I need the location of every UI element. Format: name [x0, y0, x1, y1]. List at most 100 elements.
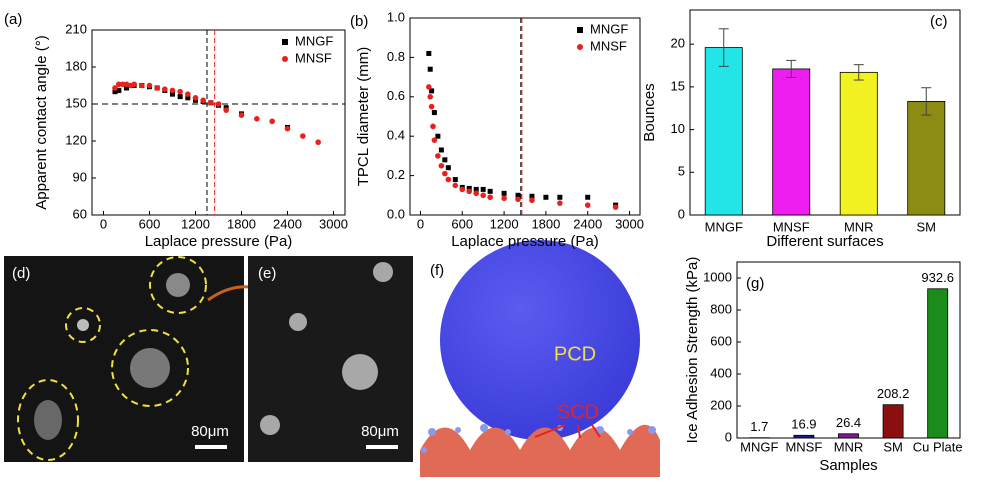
- point: [428, 67, 433, 72]
- y-tick-label: 0.2: [387, 167, 405, 182]
- point: [131, 81, 137, 87]
- point: [442, 157, 447, 162]
- point: [453, 183, 459, 189]
- y-tick-label: 600: [710, 333, 732, 348]
- scale-bar-label: 80μm: [191, 423, 229, 440]
- y-axis-label: TPCL diameter (mm): [355, 47, 372, 186]
- x-tick-label: 1800: [227, 216, 256, 231]
- panel-label: (d): [12, 265, 30, 282]
- x-tick-label: MNR: [844, 219, 874, 234]
- x-tick-label: 2400: [573, 216, 602, 231]
- figure: (d) 80μm (e) 80μm (f) PCD SCD 6090120150…: [0, 0, 982, 477]
- x-tick-label: 1200: [181, 216, 210, 231]
- bar: [773, 69, 810, 215]
- bar: [838, 434, 858, 438]
- point: [501, 195, 507, 201]
- point: [557, 200, 563, 206]
- x-tick-label: SM: [883, 439, 903, 454]
- y-tick-label: 0.6: [387, 88, 405, 103]
- point: [430, 124, 436, 130]
- point: [515, 196, 521, 202]
- panel-label: (a): [4, 11, 22, 28]
- y-tick-label: 120: [65, 132, 87, 147]
- point: [139, 83, 145, 89]
- droplet: [440, 240, 640, 440]
- x-tick-label: 0: [417, 216, 424, 231]
- legend-label: MNSF: [295, 50, 332, 65]
- point: [147, 83, 153, 89]
- y-tick-label: 20: [671, 36, 685, 51]
- bar: [840, 72, 877, 215]
- point: [427, 94, 433, 100]
- point: [557, 195, 562, 200]
- panel-label: (f): [430, 262, 444, 279]
- y-tick-label: 5: [678, 164, 685, 179]
- point: [300, 133, 306, 139]
- panel-label: (e): [258, 265, 276, 282]
- x-tick-label: MNSF: [773, 219, 810, 234]
- y-tick-label: 0.8: [387, 49, 405, 64]
- x-tick-label: SM: [917, 219, 937, 234]
- x-tick-label: 3000: [319, 216, 348, 231]
- value-label: 26.4: [836, 415, 861, 430]
- point: [208, 100, 214, 106]
- legend-label: MNGF: [295, 33, 333, 48]
- x-axis-label: Samples: [819, 457, 877, 474]
- legend-marker: [577, 44, 583, 50]
- y-tick-label: 800: [710, 301, 732, 316]
- point: [200, 98, 206, 104]
- point: [285, 126, 291, 132]
- plot-frame: [737, 262, 960, 438]
- droplet-label: PCD: [554, 343, 596, 365]
- scale-bar: [366, 445, 398, 449]
- point: [446, 177, 452, 183]
- point: [466, 189, 472, 195]
- y-tick-label: 0: [678, 206, 685, 221]
- x-axis-label: Different surfaces: [766, 233, 883, 250]
- legend-marker: [282, 56, 288, 62]
- y-tick-label: 10: [671, 121, 685, 136]
- value-label: 1.7: [750, 419, 768, 434]
- point: [459, 187, 465, 193]
- x-tick-label: 1200: [490, 216, 519, 231]
- point: [529, 197, 535, 203]
- point: [223, 107, 229, 113]
- x-tick-label: MNGF: [705, 219, 743, 234]
- y-axis-label: Ice Adhesion Strength (kPa): [684, 257, 701, 444]
- bar: [794, 435, 814, 438]
- point: [432, 137, 438, 143]
- legend-marker: [282, 39, 288, 45]
- legend-label: MNSF: [590, 38, 627, 53]
- point: [429, 104, 435, 110]
- point: [177, 89, 183, 95]
- y-tick-label: 1.0: [387, 9, 405, 24]
- panel-label: (g): [746, 275, 764, 292]
- point: [162, 86, 168, 92]
- point: [216, 101, 222, 107]
- point: [435, 153, 441, 159]
- point: [170, 88, 176, 94]
- bar: [883, 405, 903, 438]
- scale-bar: [195, 445, 227, 449]
- point: [178, 94, 183, 99]
- value-label: 16.9: [791, 417, 816, 432]
- point: [488, 189, 493, 194]
- y-tick-label: 1000: [703, 269, 732, 284]
- scale-bar-label: 80μm: [361, 423, 399, 440]
- y-tick-label: 400: [710, 365, 732, 380]
- y-axis-label: Bounces: [641, 83, 658, 141]
- y-tick-label: 90: [73, 169, 87, 184]
- x-tick-label: 0: [100, 216, 107, 231]
- point: [613, 204, 619, 210]
- value-label: 932.6: [921, 270, 954, 285]
- point: [239, 112, 245, 118]
- point: [439, 163, 445, 169]
- point: [585, 195, 590, 200]
- x-tick-label: MNR: [834, 439, 864, 454]
- bar: [705, 48, 742, 215]
- panel-label: (b): [350, 13, 368, 30]
- point: [426, 51, 431, 56]
- point: [193, 95, 199, 101]
- droplet-label: SCD: [557, 401, 599, 423]
- point: [426, 84, 432, 90]
